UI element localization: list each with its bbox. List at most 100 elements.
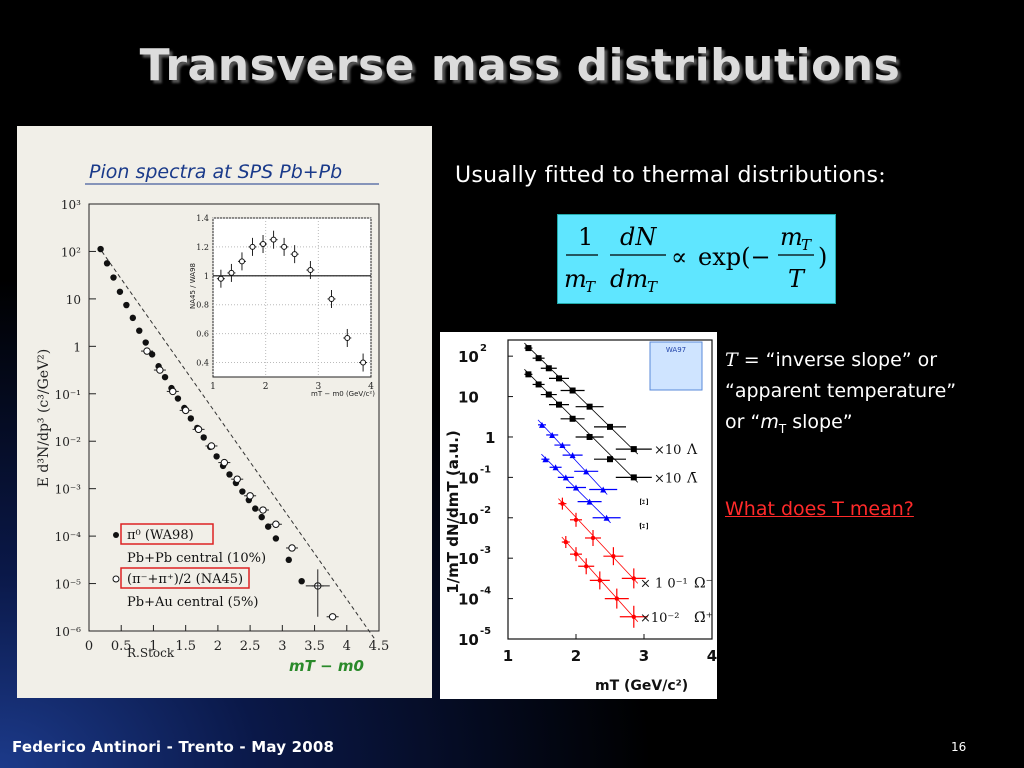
- chart2-point-square: [630, 474, 637, 481]
- chart2-point-triangle: [569, 452, 576, 459]
- chart2-point-triangle: [542, 456, 549, 463]
- strange-spectra-figure: 10 2 10 1 10 -1 10 -2 10 -3 10 -4 10 -5 1 2 3 4 1/mT dN/dm…: [440, 332, 717, 699]
- chart1-point-open: [288, 544, 296, 552]
- chart1-point-filled: [200, 434, 207, 441]
- page-number: 16: [951, 740, 967, 754]
- chart2-point-square: [607, 423, 613, 430]
- formula-frac3-num-sub: T: [801, 236, 812, 254]
- chart2-point-square: [630, 446, 637, 453]
- chart2-point-red: [590, 535, 596, 541]
- chart2-frame: [507, 339, 713, 640]
- chart2-point-square: [545, 365, 552, 372]
- chart2-xtick-label: 1: [503, 647, 513, 665]
- what-does-t-mean-link[interactable]: What does T mean?: [725, 498, 914, 520]
- inset-point: [270, 236, 277, 243]
- inset-xtick-label: 4: [368, 382, 374, 392]
- chart2-ytick-label: 1: [485, 429, 495, 447]
- chart1-point-filled: [110, 274, 117, 281]
- inset-xlabel: mT − m0 (GeV/c²): [311, 390, 375, 398]
- chart2-fit-line: [524, 342, 639, 455]
- inset-frame: [212, 217, 372, 378]
- chart1-legend-marker-filled: [113, 532, 119, 538]
- chart2-point-red: [573, 517, 579, 523]
- chart2-point-triangle: [603, 514, 610, 521]
- chart2-series-particle: Λ: [686, 442, 698, 458]
- chart1-point-filled: [264, 523, 272, 530]
- formula-exp: exp(−: [698, 243, 771, 271]
- inset-point: [344, 334, 351, 341]
- chart1-point-filled: [213, 453, 220, 460]
- chart2-ylabel: 1/mT dN/dmT (a.u.): [444, 430, 462, 594]
- inset-point: [281, 243, 288, 250]
- chart2-point-red: [614, 596, 619, 601]
- inset-ylabel: NA45 / WA98: [189, 263, 197, 309]
- chart1-xtick-label: 0.5: [111, 639, 132, 654]
- chart1-xtick-label: 3: [278, 639, 286, 654]
- chart1-legend-marker-open: [112, 575, 120, 583]
- slope-line-3: or “mT slope”: [725, 407, 1015, 445]
- fit-colon: :: [878, 163, 886, 188]
- inset-ytick-label: 0.6: [196, 330, 209, 339]
- chart1-xtick-label: 4: [343, 639, 351, 654]
- chart1-point-filled: [174, 395, 182, 402]
- inset-point: [360, 359, 367, 366]
- inset-point: [307, 267, 314, 274]
- chart1-point-open: [194, 425, 203, 434]
- formula-frac3-den: T: [788, 265, 806, 293]
- chart2-ytick-exp: -4: [480, 586, 491, 597]
- inset-xtick-label: 1: [210, 382, 216, 392]
- chart1-point-filled: [226, 471, 233, 478]
- chart2-point-triangle: [562, 474, 569, 481]
- wa97-logo: [649, 341, 703, 391]
- chart1-ytick-label: 10⁻¹: [55, 388, 81, 402]
- pion-spectra-figure: Pion spectra at SPS Pb+Pb 0 0.5 1 1.5 2 2.5 3 3.…: [17, 126, 432, 698]
- inset-point: [238, 258, 245, 265]
- chart1-point-filled: [129, 314, 137, 322]
- chart2-point-red: [631, 614, 636, 619]
- chart2-point-triangle: [549, 431, 556, 438]
- chart2-fit-line: [524, 369, 639, 483]
- chart1-point-open: [328, 613, 337, 621]
- chart2-ytick-exp: -1: [480, 464, 491, 475]
- chart1-point-open: [272, 520, 280, 528]
- chart2-ytick-exp: -2: [480, 505, 491, 516]
- chart2-series-scale: ×10⁻²: [640, 611, 680, 626]
- chart1-ytick-label: 10²: [61, 245, 81, 259]
- chart2-point-red: [611, 553, 616, 559]
- chart1-point-filled: [136, 327, 143, 334]
- chart1-xtick-label: 2.5: [240, 639, 261, 654]
- chart2-point-red: [584, 564, 589, 569]
- chart2-point-square: [535, 381, 542, 388]
- chart2-fit-line: [558, 498, 639, 584]
- inset-point: [228, 269, 235, 276]
- chart2-point-square: [525, 371, 532, 378]
- chart1-legend-label-2: (π⁻+π⁺)/2 (NA45): [127, 572, 243, 587]
- chart1-legend-box-1: [120, 523, 214, 545]
- pion-spectra-chart: Pion spectra at SPS Pb+Pb 0 0.5 1 1.5 2 2.5 3 3.…: [36, 161, 389, 675]
- chart2-ytick-label: 10: [458, 550, 479, 568]
- chart2-series-particle: Λ̄: [686, 470, 698, 486]
- inset-point: [260, 241, 267, 248]
- formula-num2: dN: [620, 223, 657, 251]
- formula-den1: m: [564, 265, 587, 293]
- chart2-series-particle: Ξ̄: [638, 522, 651, 530]
- chart2-xtick-label: 2: [571, 647, 581, 665]
- chart1-xtick-label: 2: [214, 639, 222, 654]
- chart2-series-scale: ×10: [654, 443, 681, 458]
- chart1-fit-line: [101, 251, 377, 641]
- formula-num1: 1: [578, 223, 593, 251]
- chart2-series-particle: Ω⁻: [694, 575, 713, 591]
- chart2-point-red: [631, 576, 636, 581]
- chart2-point-triangle: [552, 464, 559, 471]
- chart1-point-filled: [285, 556, 292, 564]
- chart1-legend-sub-1: Pb+Pb central (10%): [127, 551, 266, 566]
- chart2-series-scale: × 1 0⁻¹: [640, 576, 688, 591]
- chart1-point-filled: [142, 339, 149, 346]
- inset-point: [217, 275, 224, 282]
- chart2-ytick-exp: -5: [480, 626, 491, 637]
- chart2-point-square: [586, 403, 593, 410]
- chart2-ytick-label: 10: [458, 591, 479, 609]
- wa97-logo-text: WA97: [666, 346, 686, 354]
- chart2-ytick-label: 10: [458, 389, 479, 407]
